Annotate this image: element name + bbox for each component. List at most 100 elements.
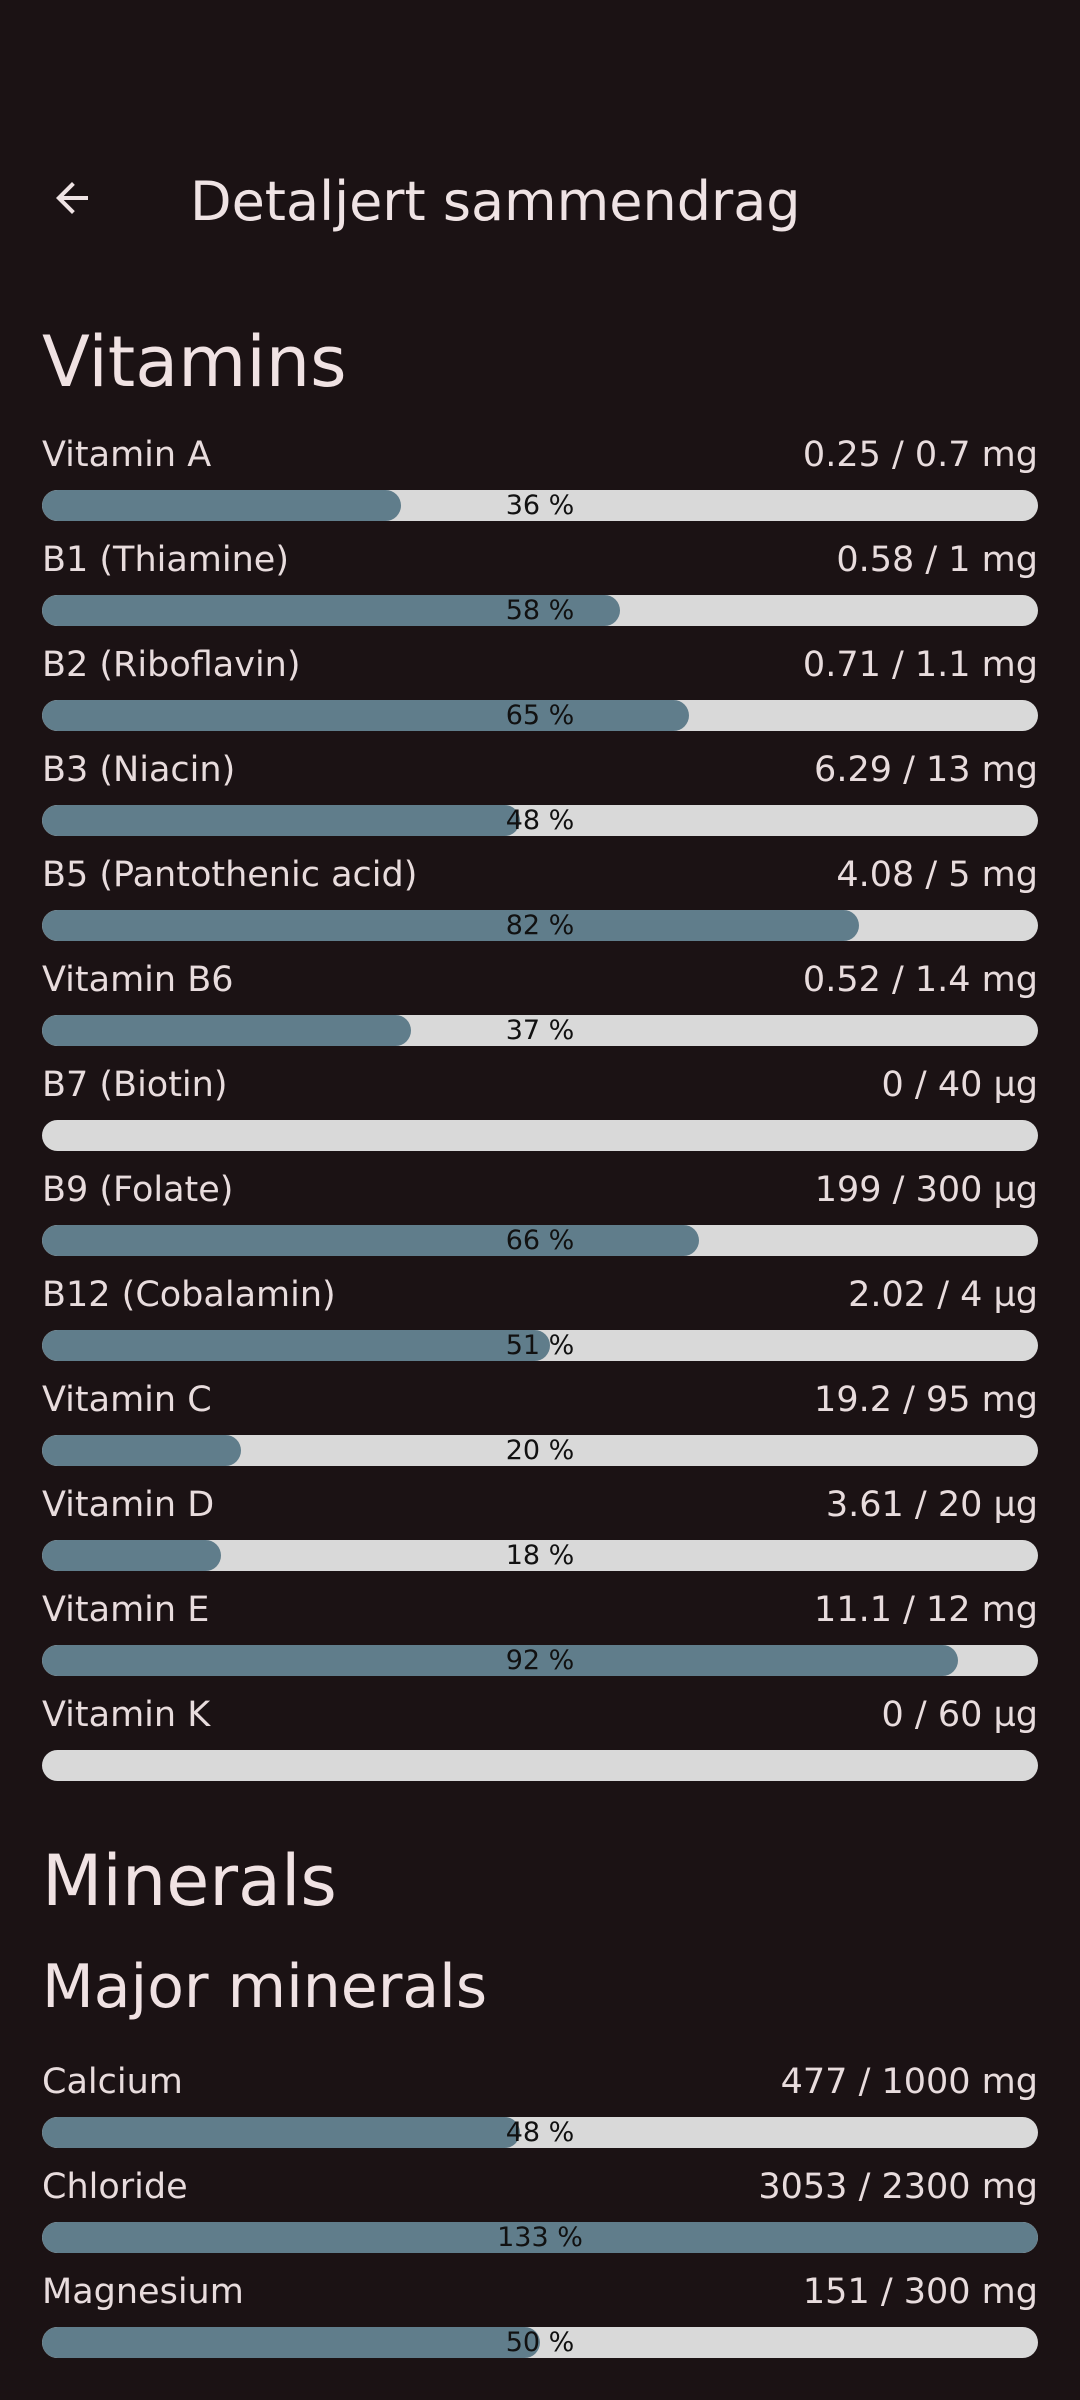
nutrient-amount: 6.29 / 13 mg — [814, 750, 1038, 790]
progress-bar: 50 % — [42, 2327, 1038, 2358]
nutrient-row-header: Vitamin C 19.2 / 95 mg — [42, 1373, 1038, 1427]
status-bar — [0, 0, 1080, 120]
progress-percent-label: 92 % — [505, 1645, 575, 1676]
progress-bar-fill — [42, 595, 620, 626]
nutrient-row: B1 (Thiamine) 0.58 / 1 mg 58 % — [42, 533, 1038, 638]
nutrient-row: Magnesium 151 / 300 mg 50 % — [42, 2265, 1038, 2370]
nutrient-amount: 19.2 / 95 mg — [814, 1380, 1038, 1420]
nutrient-row-header: Vitamin A 0.25 / 0.7 mg — [42, 428, 1038, 482]
arrow-back-icon — [48, 174, 96, 226]
progress-percent-label: 82 % — [505, 910, 575, 941]
nutrient-row: Vitamin D 3.61 / 20 µg 18 % — [42, 1478, 1038, 1583]
progress-bar: 20 % — [42, 1435, 1038, 1466]
nutrient-row-header: B12 (Cobalamin) 2.02 / 4 µg — [42, 1268, 1038, 1322]
progress-bar-fill — [42, 1330, 550, 1361]
nutrient-row: Calcium 477 / 1000 mg 48 % — [42, 2055, 1038, 2160]
nutrient-row: Vitamin A 0.25 / 0.7 mg 36 % — [42, 428, 1038, 533]
progress-bar: 58 % — [42, 595, 1038, 626]
progress-bar-fill — [42, 700, 690, 731]
vitamin-list: Vitamin A 0.25 / 0.7 mg 36 % B1 (Thiamine) 0… — [42, 428, 1038, 1793]
progress-bar — [42, 1750, 1038, 1781]
progress-bar-fill — [42, 805, 521, 836]
nutrient-amount: 2.02 / 4 µg — [848, 1275, 1038, 1315]
nutrient-row-header: B7 (Biotin) 0 / 40 µg — [42, 1058, 1038, 1112]
nutrient-name: B3 (Niacin) — [42, 750, 236, 790]
nutrient-row: B3 (Niacin) 6.29 / 13 mg 48 % — [42, 743, 1038, 848]
nutrient-name: Vitamin K — [42, 1695, 211, 1735]
progress-bar-fill — [42, 910, 859, 941]
nutrient-name: B1 (Thiamine) — [42, 540, 289, 580]
nutrient-name: B9 (Folate) — [42, 1170, 234, 1210]
progress-bar: 48 % — [42, 805, 1038, 836]
progress-bar: 48 % — [42, 2117, 1038, 2148]
progress-bar: 65 % — [42, 700, 1038, 731]
mineral-list: Calcium 477 / 1000 mg 48 % Chloride 3053 / 2… — [42, 2055, 1038, 2370]
progress-bar-fill — [42, 1225, 700, 1256]
nutrient-row-header: B5 (Pantothenic acid) 4.08 / 5 mg — [42, 848, 1038, 902]
nutrient-row: Vitamin B6 0.52 / 1.4 mg 37 % — [42, 953, 1038, 1058]
progress-bar: 66 % — [42, 1225, 1038, 1256]
nutrient-row: Vitamin K 0 / 60 µg — [42, 1688, 1038, 1793]
progress-bar-fill — [42, 490, 401, 521]
progress-percent-label: 133 % — [497, 2222, 583, 2253]
progress-percent-label: 65 % — [505, 700, 575, 731]
progress-percent-label: 18 % — [505, 1540, 575, 1571]
progress-bar — [42, 1120, 1038, 1151]
progress-percent-label: 50 % — [505, 2327, 575, 2358]
progress-bar: 82 % — [42, 910, 1038, 941]
nutrient-row-header: Vitamin D 3.61 / 20 µg — [42, 1478, 1038, 1532]
nutrient-row-header: Vitamin B6 0.52 / 1.4 mg — [42, 953, 1038, 1007]
nutrient-row-header: B3 (Niacin) 6.29 / 13 mg — [42, 743, 1038, 797]
nutrient-amount: 4.08 / 5 mg — [836, 855, 1038, 895]
nutrient-row-header: B1 (Thiamine) 0.58 / 1 mg — [42, 533, 1038, 587]
nutrient-name: Calcium — [42, 2062, 183, 2102]
summary-content: Vitamins Vitamin A 0.25 / 0.7 mg 36 % B1 (T… — [0, 320, 1080, 2370]
nutrient-amount: 3053 / 2300 mg — [758, 2167, 1038, 2207]
nutrient-row: B5 (Pantothenic acid) 4.08 / 5 mg 82 % — [42, 848, 1038, 953]
progress-percent-label: 20 % — [505, 1435, 575, 1466]
progress-percent-label: 51 % — [505, 1330, 575, 1361]
nutrient-amount: 0.71 / 1.1 mg — [802, 645, 1038, 685]
nutrient-amount: 3.61 / 20 µg — [825, 1485, 1038, 1525]
nutrient-amount: 0.58 / 1 mg — [836, 540, 1038, 580]
nutrient-name: Vitamin E — [42, 1590, 210, 1630]
nutrient-row: B7 (Biotin) 0 / 40 µg — [42, 1058, 1038, 1163]
progress-percent-label — [42, 1750, 1038, 1781]
nutrient-row: Vitamin E 11.1 / 12 mg 92 % — [42, 1583, 1038, 1688]
progress-bar-fill — [42, 1540, 222, 1571]
progress-bar: 92 % — [42, 1645, 1038, 1676]
progress-bar: 36 % — [42, 490, 1038, 521]
progress-bar-fill — [42, 1015, 411, 1046]
nutrient-name: Vitamin C — [42, 1380, 212, 1420]
progress-percent-label: 37 % — [505, 1015, 575, 1046]
nutrient-row-header: Vitamin K 0 / 60 µg — [42, 1688, 1038, 1742]
minerals-section-title: Minerals — [42, 1840, 337, 1922]
progress-bar: 51 % — [42, 1330, 1038, 1361]
progress-percent-label — [42, 1120, 1038, 1151]
nutrient-amount: 0.52 / 1.4 mg — [802, 960, 1038, 1000]
nutrient-row-header: Magnesium 151 / 300 mg — [42, 2265, 1038, 2319]
nutrient-amount: 477 / 1000 mg — [780, 2062, 1038, 2102]
nutrient-row: Vitamin C 19.2 / 95 mg 20 % — [42, 1373, 1038, 1478]
nutrient-name: B7 (Biotin) — [42, 1065, 228, 1105]
nutrient-amount: 151 / 300 mg — [802, 2272, 1038, 2312]
nutrient-row-header: B2 (Riboflavin) 0.71 / 1.1 mg — [42, 638, 1038, 692]
progress-bar-fill — [42, 2117, 521, 2148]
nutrient-name: B12 (Cobalamin) — [42, 1275, 336, 1315]
app-bar: Detaljert sammendrag — [0, 120, 1080, 280]
nutrient-amount: 199 / 300 µg — [814, 1170, 1038, 1210]
back-button[interactable] — [30, 158, 114, 242]
progress-bar: 18 % — [42, 1540, 1038, 1571]
major-minerals-title: Major minerals — [42, 1952, 488, 2022]
nutrient-name: Vitamin B6 — [42, 960, 234, 1000]
nutrient-row-header: B9 (Folate) 199 / 300 µg — [42, 1163, 1038, 1217]
progress-percent-label: 36 % — [505, 490, 575, 521]
progress-bar: 37 % — [42, 1015, 1038, 1046]
nutrient-row: B12 (Cobalamin) 2.02 / 4 µg 51 % — [42, 1268, 1038, 1373]
nutrient-name: B2 (Riboflavin) — [42, 645, 301, 685]
nutrient-name: Vitamin A — [42, 435, 212, 475]
nutrient-row-header: Calcium 477 / 1000 mg — [42, 2055, 1038, 2109]
progress-percent-label: 48 % — [505, 805, 575, 836]
nutrient-name: Magnesium — [42, 2272, 244, 2312]
progress-bar-fill — [42, 2327, 540, 2358]
